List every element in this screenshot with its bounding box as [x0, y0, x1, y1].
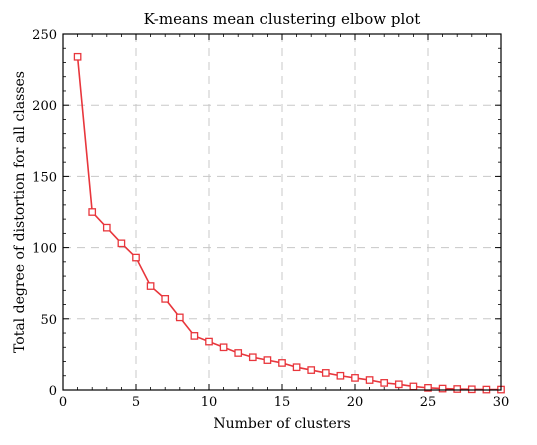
data-point-marker — [453, 385, 462, 393]
data-point-marker — [117, 239, 126, 248]
data-point-marker — [321, 369, 330, 377]
data-point-marker — [438, 384, 447, 393]
x-tick-label: 10 — [201, 395, 218, 410]
data-point-marker — [205, 337, 213, 346]
x-tick-label: 5 — [132, 395, 140, 410]
data-point-marker — [307, 366, 316, 374]
y-axis-label: Total degree of distortion for all class… — [12, 71, 28, 353]
major-ticks — [62, 33, 502, 391]
data-point-marker — [175, 313, 184, 322]
data-point-marker — [102, 223, 111, 232]
grid-lines — [63, 34, 501, 390]
data-point-marker — [365, 376, 374, 384]
y-tick-label: 0 — [49, 384, 57, 399]
data-point-marker — [190, 332, 199, 340]
data-point-marker — [467, 385, 476, 394]
data-point-marker — [88, 208, 97, 216]
data-point-marker — [73, 52, 82, 61]
data-point-marker — [292, 363, 301, 372]
distortion-series-markers — [73, 52, 505, 394]
data-point-marker — [263, 356, 272, 364]
x-tick-labels: 0 5 10 15 20 25 30 — [59, 395, 509, 410]
x-tick-label: 0 — [59, 395, 67, 410]
x-tick-label: 20 — [347, 395, 364, 410]
data-point-marker — [336, 371, 345, 380]
data-point-marker — [248, 353, 257, 362]
data-point-marker — [394, 380, 403, 389]
data-point-marker — [219, 343, 228, 352]
data-point-marker — [132, 253, 140, 262]
x-tick-label: 30 — [493, 395, 510, 410]
y-tick-label: 150 — [32, 170, 57, 185]
x-tick-label: 25 — [420, 395, 437, 410]
minor-ticks — [63, 34, 501, 390]
y-tick-label: 250 — [32, 28, 57, 43]
x-axis-label: Number of clusters — [213, 416, 350, 432]
chart-title: K-means mean clustering elbow plot — [144, 10, 421, 28]
data-point-marker — [161, 295, 170, 303]
x-tick-label: 15 — [274, 395, 291, 410]
data-point-marker — [278, 359, 286, 367]
data-point-marker — [409, 382, 418, 391]
data-point-marker — [380, 379, 389, 387]
plot-frame — [62, 33, 502, 391]
y-tick-label: 100 — [32, 242, 57, 257]
y-tick-label: 50 — [40, 313, 57, 328]
y-tick-label: 200 — [32, 99, 57, 114]
distortion-series-line — [76, 56, 501, 391]
data-point-marker — [146, 282, 155, 290]
y-tick-labels: 0 50 100 150 200 250 — [32, 28, 57, 399]
data-point-marker — [351, 374, 359, 382]
data-point-marker — [424, 384, 432, 392]
data-point-marker — [234, 349, 243, 357]
